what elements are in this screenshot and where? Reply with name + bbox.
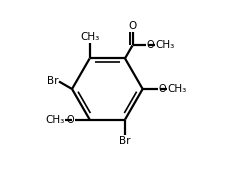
Text: Br: Br bbox=[119, 136, 131, 146]
Text: Br: Br bbox=[47, 77, 58, 87]
Text: CH₃: CH₃ bbox=[80, 32, 99, 42]
Text: CH₃: CH₃ bbox=[46, 115, 65, 125]
Text: O: O bbox=[146, 40, 154, 50]
Text: O: O bbox=[128, 21, 137, 31]
Text: O: O bbox=[158, 84, 166, 94]
Text: CH₃: CH₃ bbox=[168, 84, 187, 94]
Text: O: O bbox=[66, 115, 74, 125]
Text: CH₃: CH₃ bbox=[156, 40, 175, 50]
